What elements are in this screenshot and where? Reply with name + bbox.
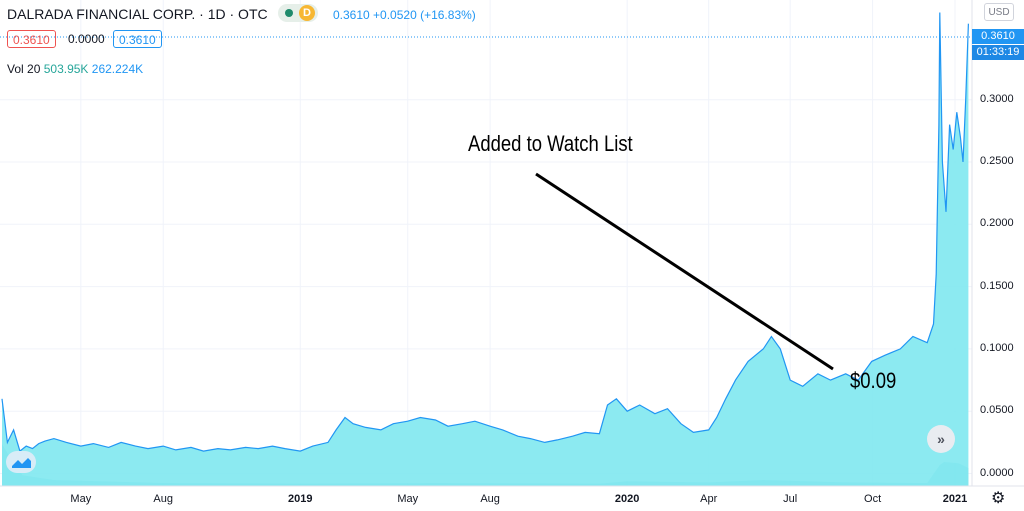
x-tick-label: 2019 <box>288 493 313 505</box>
spread-value: 0.0000 <box>68 32 105 46</box>
bid-box[interactable]: 0.3610 <box>7 30 56 48</box>
last-price-tag: 0.3610 <box>972 29 1024 44</box>
y-tick-label: 0.0500 <box>980 404 1014 417</box>
x-tick-label: Aug <box>480 493 500 505</box>
x-tick-label: 2021 <box>942 493 968 505</box>
x-tick-label: Apr <box>700 493 718 505</box>
watchlist-annotation: Added to Watch List <box>468 131 633 156</box>
ask-box[interactable]: 0.3610 <box>113 30 162 48</box>
price-area <box>2 12 969 486</box>
x-tick-label: Jul <box>783 493 798 505</box>
x-tick-label: May <box>70 493 92 505</box>
y-tick-label: 0.1500 <box>980 279 1014 292</box>
volume-label: Vol 20 <box>7 62 41 76</box>
symbol-title[interactable]: DALRADA FINANCIAL CORP. · 1D · OTC <box>7 6 268 22</box>
gear-icon[interactable]: ⚙ <box>991 490 1006 507</box>
volume-legend[interactable]: Vol 20 503.95K 262.224K <box>7 62 143 76</box>
currency-label[interactable]: USD <box>984 3 1014 21</box>
x-tick-label: May <box>397 493 419 505</box>
chart-grid <box>0 0 972 486</box>
tradingview-logo-icon[interactable] <box>6 451 36 473</box>
x-tick-label: Aug <box>153 493 174 505</box>
y-tick-label: 0.0000 <box>980 466 1014 479</box>
watchlist-arrow <box>535 172 834 371</box>
price-change: 0.3610 +0.0520 (+16.83%) <box>333 8 476 22</box>
status-indicator[interactable]: D <box>278 4 318 22</box>
y-tick-label: 0.2500 <box>980 155 1014 167</box>
volume-value: 503.95K <box>43 62 89 76</box>
volume-ma-value: 262.224K <box>91 62 144 76</box>
market-status-icon <box>285 9 293 17</box>
y-tick-label: 0.1000 <box>980 341 1014 354</box>
chevrons-right-icon[interactable]: » <box>927 425 955 453</box>
bar-countdown: 01:33:19 <box>972 45 1024 60</box>
price-annotation: $0.09 <box>850 368 897 393</box>
y-tick-label: 0.3000 <box>980 92 1014 105</box>
x-tick-label: Oct <box>864 493 882 505</box>
x-tick-label: 2020 <box>614 493 640 505</box>
price-line <box>1 12 969 453</box>
data-delay-badge: D <box>299 5 315 21</box>
y-tick-label: 0.2000 <box>980 217 1014 230</box>
